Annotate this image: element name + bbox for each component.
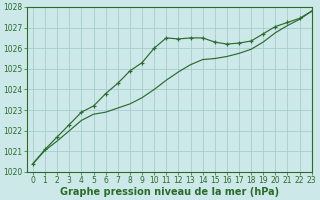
X-axis label: Graphe pression niveau de la mer (hPa): Graphe pression niveau de la mer (hPa) — [60, 187, 279, 197]
